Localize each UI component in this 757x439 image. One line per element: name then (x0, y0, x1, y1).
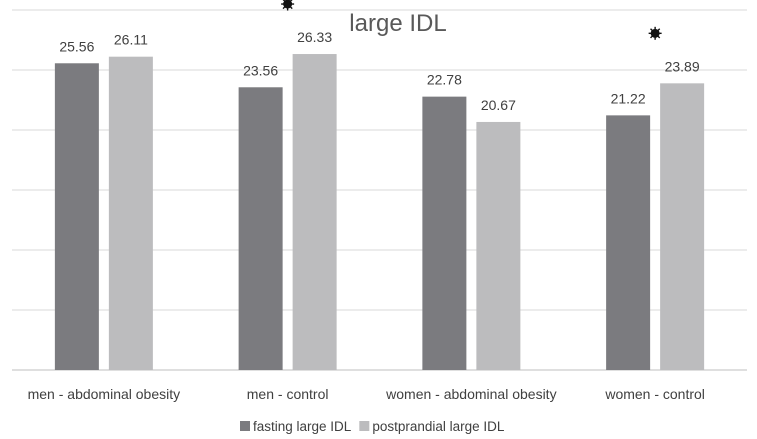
bar-postprandial-2 (476, 121, 521, 371)
chart-title: large IDL (349, 10, 446, 37)
value-label: 26.11 (114, 32, 148, 48)
bar-fasting-0 (54, 63, 99, 370)
category-label: men - control (247, 386, 329, 402)
value-label: 22.78 (427, 72, 462, 88)
significance-marker-icon (648, 26, 662, 40)
value-label: 21.22 (611, 90, 646, 106)
legend-swatch (359, 421, 370, 431)
category-label: women - abdominal obesity (385, 386, 556, 402)
value-label: 25.56 (59, 38, 94, 54)
legend-swatch (240, 421, 250, 431)
bar-postprandial-1 (292, 54, 337, 370)
legend-item: fasting large IDL (240, 419, 352, 434)
category-label: men - abdominal obesity (28, 386, 181, 402)
bars (54, 54, 705, 371)
category-label: women - control (604, 386, 705, 402)
value-label: 23.89 (665, 58, 700, 74)
bar-postprandial-3 (660, 83, 705, 370)
value-label: 26.33 (297, 29, 332, 45)
legend: fasting large IDL postprandial large IDL (240, 419, 505, 434)
legend-label: postprandial large IDL (372, 419, 505, 434)
value-label: 20.67 (481, 97, 516, 113)
significance-marker-icon (281, 0, 295, 11)
bar-fasting-2 (422, 96, 467, 370)
bar-postprandial-0 (108, 56, 153, 371)
bar-fasting-3 (606, 115, 651, 370)
legend-item: postprandial large IDL (359, 419, 505, 434)
value-label: 23.56 (243, 62, 278, 78)
legend-label: fasting large IDL (253, 419, 352, 434)
significance-markers (281, 0, 662, 40)
bar-fasting-1 (238, 87, 283, 370)
category-labels: men - abdominal obesity men - control wome… (28, 386, 705, 402)
value-labels: 25.56 26.11 23.56 26.33 22.78 20.67 21.22 23.89 (59, 29, 699, 113)
